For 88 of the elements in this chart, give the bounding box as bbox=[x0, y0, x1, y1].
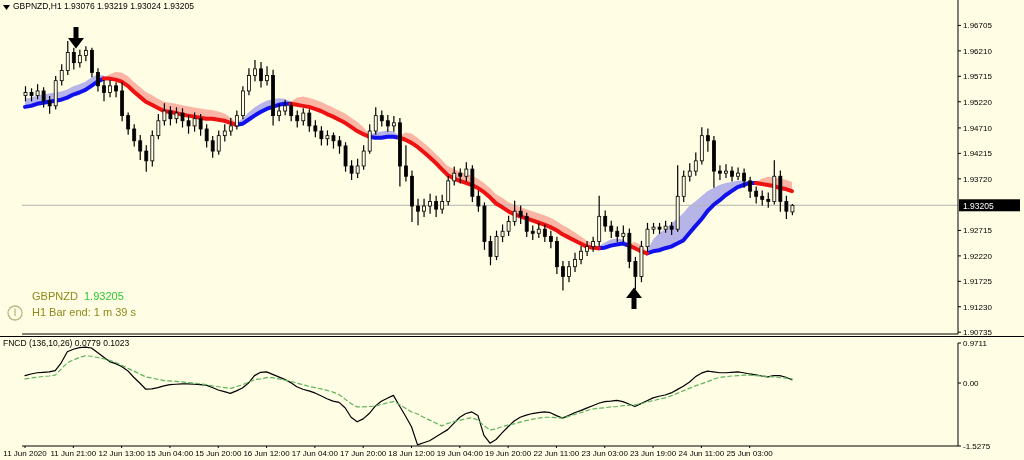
candlestick bbox=[90, 47, 94, 78]
y-tick-label: 1.90735 bbox=[963, 328, 993, 338]
y-tick-label: 1.96210 bbox=[963, 46, 993, 56]
candlestick bbox=[693, 152, 698, 176]
annotation: GBPNZD bbox=[32, 290, 78, 302]
y-tick-label: 1.95220 bbox=[963, 97, 993, 107]
candlestick bbox=[391, 116, 396, 132]
candlestick bbox=[144, 145, 149, 172]
x-tick-label: 22 Jun 11:00 bbox=[533, 448, 580, 458]
candlestick bbox=[567, 260, 571, 283]
candlestick bbox=[108, 80, 112, 98]
candlestick bbox=[579, 246, 583, 265]
candlestick bbox=[585, 240, 589, 256]
candlestick bbox=[277, 104, 282, 122]
candlestick bbox=[422, 198, 426, 217]
chart-title: GBPNZD,H1 1.93076 1.93219 1.93024 1.93205 bbox=[13, 1, 194, 11]
y-tick-label: 0.00 bbox=[963, 378, 980, 388]
candlestick bbox=[126, 112, 131, 135]
candlestick bbox=[724, 164, 728, 178]
y-tick-label: 1.95715 bbox=[963, 72, 993, 82]
x-tick-label: 23 Jun 03:00 bbox=[581, 448, 629, 458]
x-tick-label: 19 Jun 20:00 bbox=[484, 448, 532, 458]
candlestick bbox=[59, 64, 64, 86]
y-tick-label: 1.94215 bbox=[963, 149, 993, 159]
candlestick bbox=[428, 193, 432, 214]
candlestick bbox=[361, 145, 366, 170]
x-tick-label: 12 Jun 13:00 bbox=[98, 448, 146, 458]
candlestick bbox=[138, 135, 143, 160]
candlestick bbox=[71, 47, 76, 70]
chart-title: FNCD (136,10,26) 0.0779 0.1023 bbox=[3, 338, 130, 348]
y-tick-label: 0.9711 bbox=[963, 338, 988, 348]
y-tick-label: 1.94710 bbox=[963, 123, 993, 133]
x-tick-label: 11 Jun 21:00 bbox=[50, 448, 97, 458]
y-tick-label: 1.96705 bbox=[963, 21, 993, 31]
candlestick bbox=[114, 82, 118, 98]
y-tick-label: 1.93720 bbox=[963, 174, 993, 184]
candlestick bbox=[705, 128, 710, 152]
ref-line-label: 1.93205 bbox=[963, 200, 994, 211]
candlestick bbox=[367, 124, 372, 154]
candlestick bbox=[204, 124, 209, 148]
candlestick bbox=[216, 130, 221, 155]
y-tick-label: -1.5275 bbox=[963, 441, 991, 451]
x-tick-label: 15 Jun 20:00 bbox=[195, 448, 242, 458]
candlestick bbox=[416, 198, 420, 226]
candlestick bbox=[434, 195, 439, 217]
candlestick bbox=[373, 107, 378, 135]
candlestick bbox=[404, 145, 408, 182]
y-tick-label: 1.92220 bbox=[963, 251, 993, 261]
candlestick bbox=[102, 80, 106, 102]
candlestick bbox=[210, 136, 215, 158]
y-tick-label: 1.92715 bbox=[963, 226, 993, 236]
x-tick-label: 18 Jun 12:00 bbox=[388, 448, 436, 458]
candlestick bbox=[561, 260, 565, 291]
y-tick-label: 1.91725 bbox=[963, 277, 993, 287]
candlestick bbox=[96, 68, 100, 92]
x-tick-label: 17 Jun 20:00 bbox=[340, 448, 387, 458]
x-tick-label: 11 Jun 2020 bbox=[3, 448, 48, 458]
candlestick bbox=[132, 124, 137, 147]
candlestick bbox=[247, 68, 251, 96]
x-tick-label: 17 Jun 04:00 bbox=[291, 448, 339, 458]
candlestick bbox=[253, 60, 257, 82]
candlestick bbox=[65, 41, 70, 76]
line-series bbox=[24, 355, 793, 431]
x-tick-label: 24 Jun 11:00 bbox=[678, 448, 725, 458]
x-tick-label: 25 Jun 03:00 bbox=[726, 448, 774, 458]
annotation: 1.93205 bbox=[84, 290, 124, 302]
candlestick bbox=[742, 168, 747, 188]
candlestick bbox=[748, 176, 753, 198]
candlestick bbox=[718, 165, 722, 180]
candlestick bbox=[591, 236, 596, 252]
candlestick bbox=[681, 170, 686, 203]
candlestick bbox=[83, 46, 88, 62]
annotation: H1 Bar end: 1 m 39 s bbox=[32, 306, 136, 318]
candlestick bbox=[548, 230, 553, 249]
candlestick bbox=[307, 109, 312, 132]
candlestick bbox=[573, 252, 577, 272]
x-tick-label: 15 Jun 04:00 bbox=[146, 448, 194, 458]
candlestick bbox=[265, 66, 269, 86]
x-tick-label: 23 Jun 19:00 bbox=[629, 448, 677, 458]
candlestick bbox=[524, 212, 529, 237]
candlestick bbox=[259, 62, 263, 88]
y-tick-label: 1.91230 bbox=[963, 302, 993, 312]
x-tick-label: 19 Jun 04:00 bbox=[436, 448, 484, 458]
candlestick bbox=[736, 167, 740, 180]
candlestick bbox=[446, 175, 451, 206]
candlestick bbox=[730, 166, 734, 182]
candlestick bbox=[603, 210, 608, 232]
x-tick-label: 16 Jun 12:00 bbox=[243, 448, 291, 458]
